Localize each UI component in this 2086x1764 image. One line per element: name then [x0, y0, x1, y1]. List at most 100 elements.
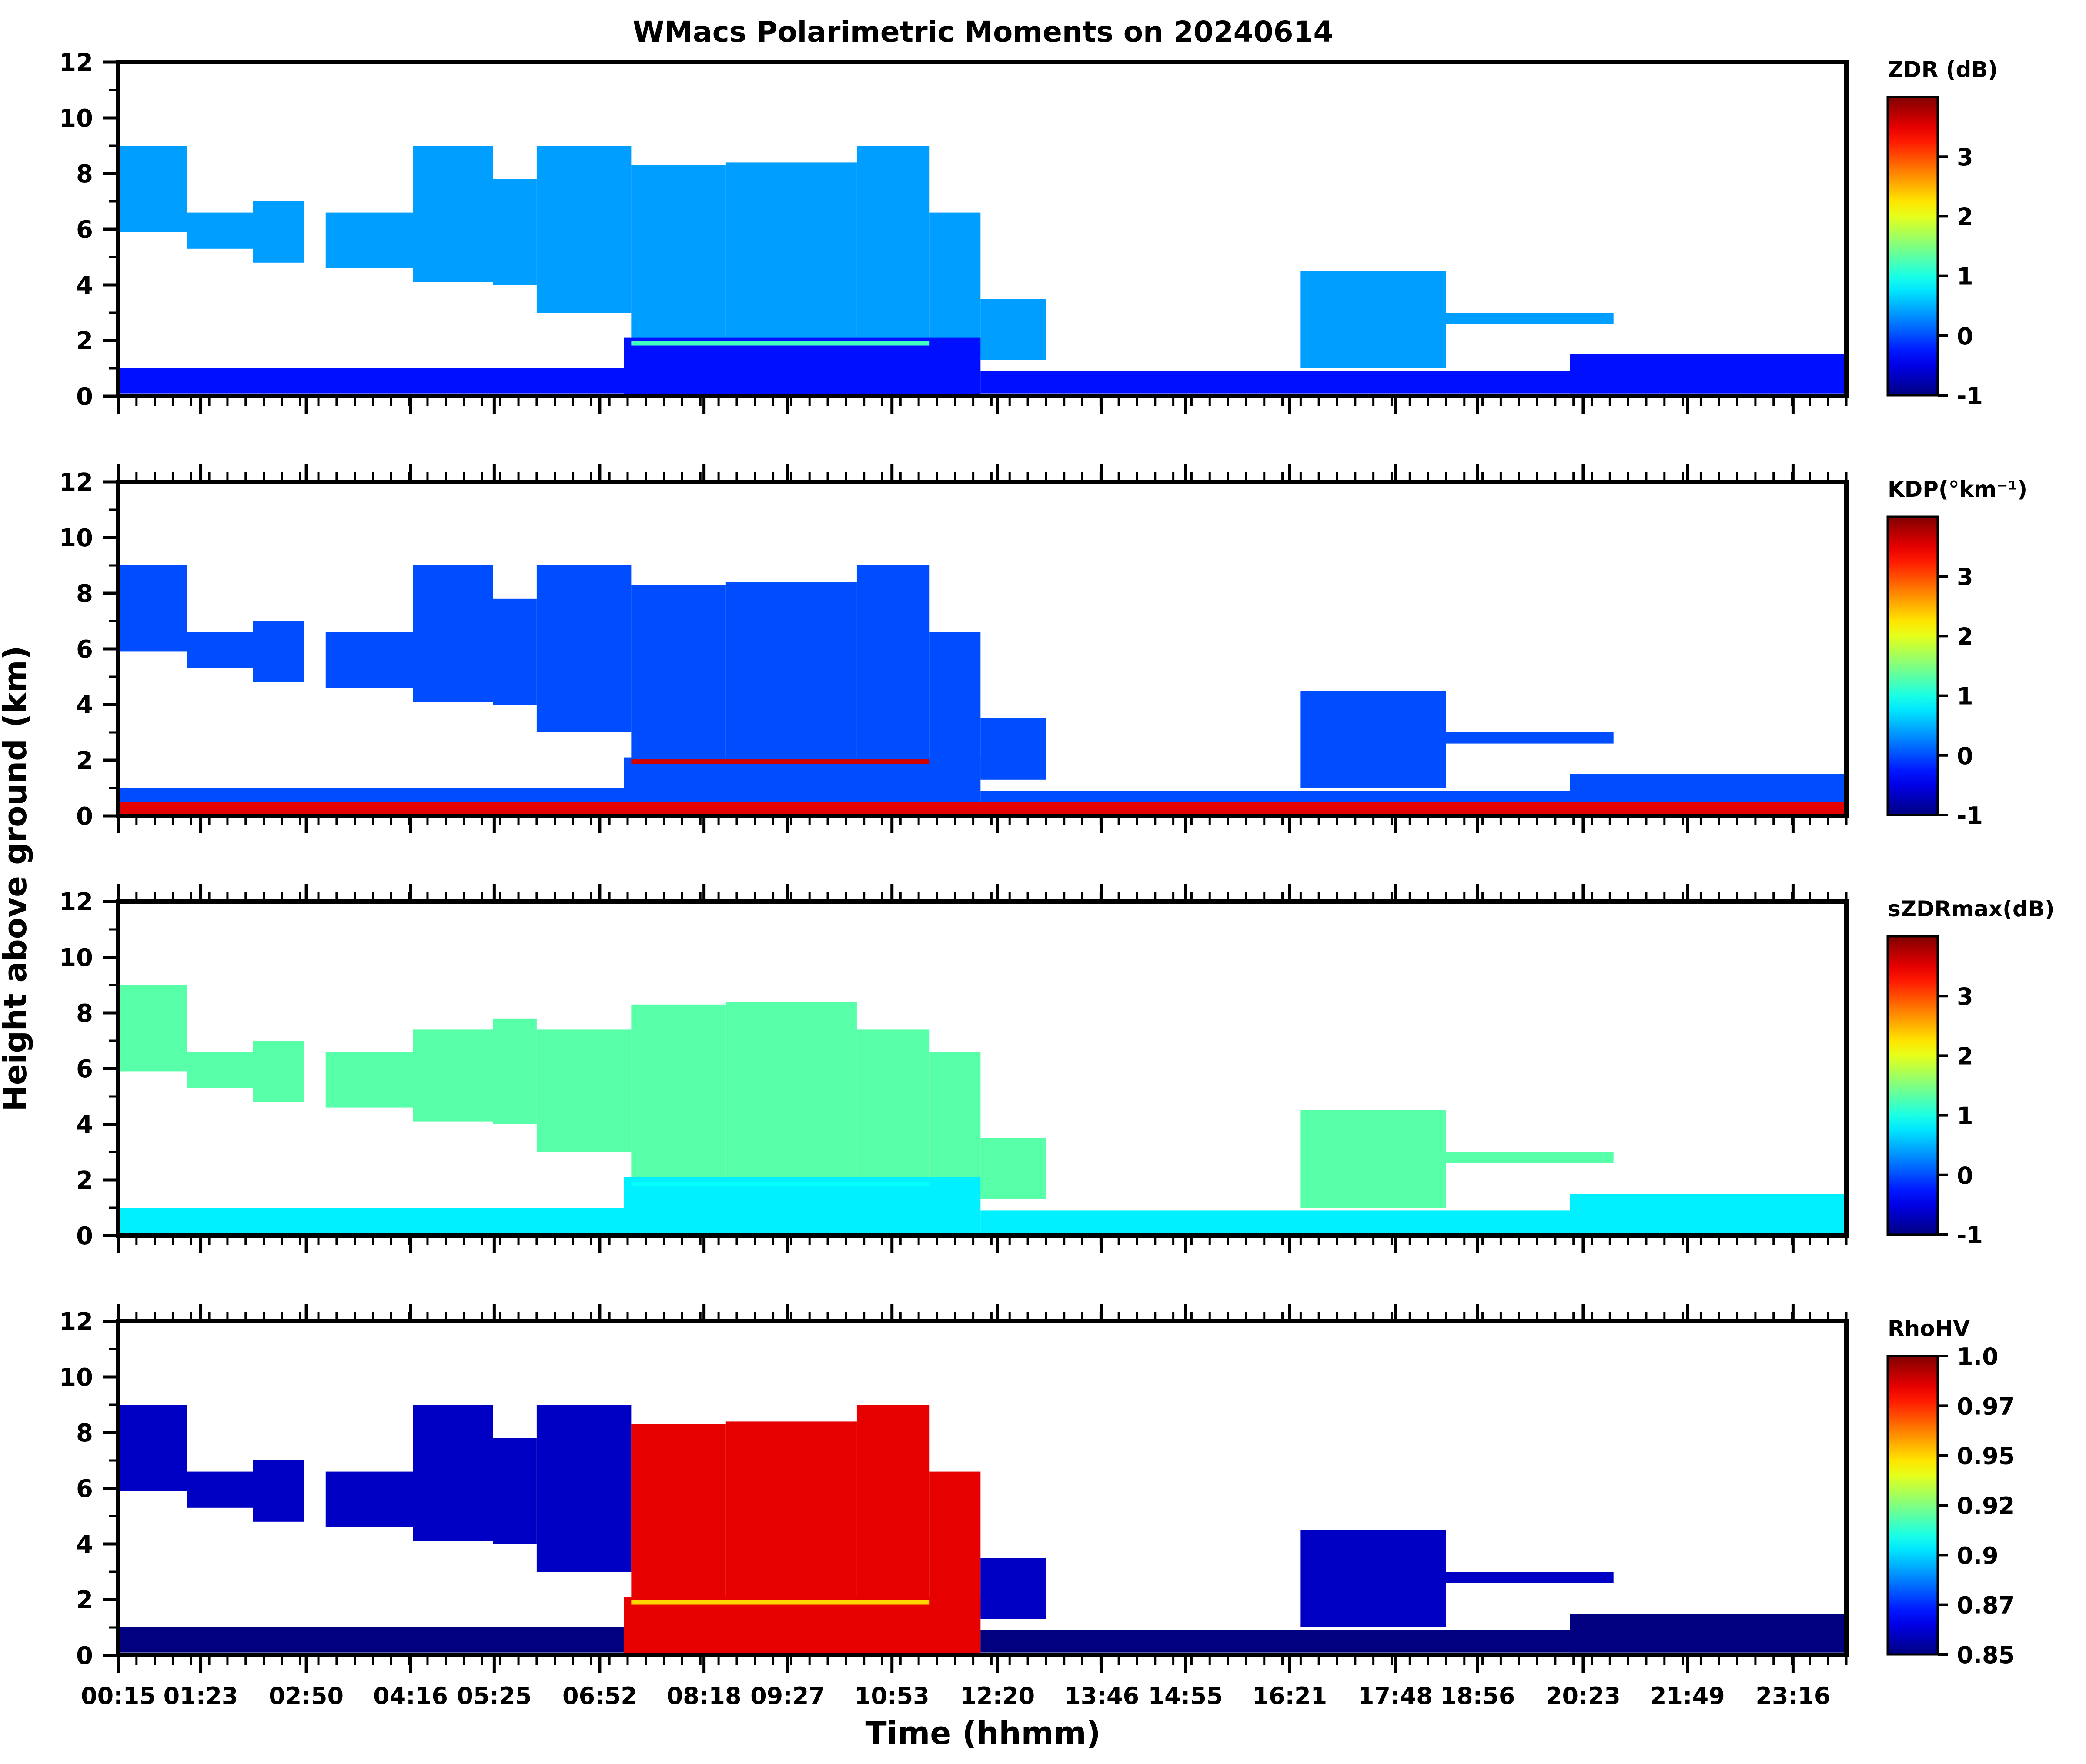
echo-block — [253, 1041, 304, 1102]
y-tick-label: 10 — [59, 524, 93, 552]
echo-block — [325, 632, 428, 688]
colorbar-tick-label: -1 — [1957, 802, 1983, 829]
y-axis-label: Height above ground (km) — [0, 646, 33, 1112]
panel-rhohv: 0 2 4 6 8 10 12 00:15 01:23 02:50 04:16 05:25 06:52 0… — [59, 1304, 2015, 1710]
colorbar-tick-label: 0.92 — [1957, 1492, 2015, 1520]
echo-block — [118, 1627, 624, 1653]
x-tick-label: 23:16 — [1755, 1682, 1830, 1710]
y-tick-label: 10 — [59, 1363, 93, 1392]
colorbar-label: sZDRmax(dB) — [1888, 896, 2055, 922]
surface-band — [118, 802, 1846, 816]
echo-block — [1446, 1572, 1614, 1583]
x-axis-label: Time (hhmm) — [865, 1715, 1100, 1751]
y-tick-label: 8 — [76, 160, 93, 188]
echo-block — [413, 146, 493, 282]
x-tick-label: 12:20 — [960, 1682, 1035, 1710]
echo-block — [187, 1471, 253, 1508]
x-tick-label: 05:25 — [457, 1682, 532, 1710]
echo-block — [980, 299, 1046, 360]
y-tick-label: 6 — [76, 1055, 93, 1083]
colorbar-tick-label: 0.87 — [1957, 1592, 2015, 1619]
colorbar-ramp — [1886, 515, 1939, 816]
x-tick-label: 02:50 — [269, 1682, 344, 1710]
colorbar-szdrmax: sZDRmax(dB) -1 0 1 2 3 — [1886, 896, 2055, 1249]
echo-block — [1300, 691, 1446, 788]
colorbar-tick-label: 2 — [1957, 203, 1973, 231]
y-tick-label: 12 — [59, 49, 93, 77]
echo-block — [631, 1004, 726, 1194]
y-tick-label: 2 — [76, 1586, 93, 1614]
echo-layer — [118, 985, 1846, 1236]
colorbar-tick-label: 0.95 — [1957, 1443, 2015, 1470]
echo-block — [536, 146, 632, 313]
echo-block — [929, 1471, 981, 1617]
echo-block — [1300, 1530, 1446, 1627]
echo-block — [1446, 1152, 1614, 1163]
colorbar-tick-label: 0.9 — [1957, 1542, 1999, 1569]
echo-block — [631, 1424, 726, 1614]
colorbar-tick-label: -1 — [1957, 382, 1983, 410]
echo-block — [536, 1405, 632, 1572]
y-tick-label: 8 — [76, 580, 93, 608]
colorbar-tick-label: 0 — [1957, 1162, 1973, 1189]
y-tick-label: 4 — [76, 271, 93, 300]
echo-block — [536, 565, 632, 732]
y-tick-label: 4 — [76, 1111, 93, 1139]
x-tick-label: 08:18 — [667, 1682, 742, 1710]
echo-block — [118, 146, 187, 232]
echo-layer — [118, 565, 1846, 816]
y-tick-label: 4 — [76, 691, 93, 719]
y-tick-label: 2 — [76, 327, 93, 355]
x-tick-label: 01:23 — [164, 1682, 238, 1710]
y-tick-label: 12 — [59, 468, 93, 497]
y-tick-label: 0 — [76, 383, 93, 411]
echo-block — [631, 585, 726, 774]
echo-block — [725, 162, 857, 346]
echo-block — [325, 1471, 428, 1527]
echo-block — [856, 1029, 930, 1183]
echo-block — [980, 1138, 1046, 1199]
colorbar-tick-label: 0.97 — [1957, 1393, 2015, 1420]
y-tick-label: 2 — [76, 1166, 93, 1195]
echo-block — [118, 565, 187, 652]
colorbar-tick-label: 0 — [1957, 742, 1973, 770]
y-tick-label: 10 — [59, 944, 93, 972]
echo-block — [1570, 1194, 1846, 1233]
echo-block — [253, 621, 304, 682]
colorbar-tick-label: 1 — [1957, 1102, 1973, 1130]
x-tick-label: 17:48 — [1358, 1682, 1433, 1710]
echo-block — [118, 368, 624, 394]
echo-block — [1570, 1614, 1846, 1653]
x-tick-label: 18:56 — [1440, 1682, 1515, 1710]
echo-block — [325, 1052, 428, 1108]
echo-block — [493, 1438, 537, 1544]
x-tick-label: 14:55 — [1148, 1682, 1223, 1710]
melting-layer-line — [631, 759, 930, 764]
colorbar-tick-label: 3 — [1957, 563, 1973, 591]
colorbar-tick-label: 2 — [1957, 1042, 1973, 1070]
echo-block — [725, 1002, 857, 1186]
y-tick-label: 0 — [76, 1642, 93, 1670]
echo-block — [493, 1018, 537, 1124]
echo-block — [980, 1558, 1046, 1619]
echo-block — [413, 1405, 493, 1541]
x-tick-label: 10:53 — [855, 1682, 929, 1710]
echo-block — [725, 1421, 857, 1605]
x-tick-label: 16:21 — [1252, 1682, 1327, 1710]
colorbar-tick-label: 3 — [1957, 983, 1973, 1010]
echo-block — [1446, 313, 1614, 324]
y-tick-label: 6 — [76, 1475, 93, 1503]
figure-title: WMacs Polarimetric Moments on 20240614 — [633, 15, 1334, 49]
echo-block — [413, 565, 493, 702]
melting-layer-line — [631, 341, 930, 346]
echo-block — [413, 1029, 493, 1122]
x-tick-label: 00:15 — [81, 1682, 156, 1710]
echo-layer — [118, 1405, 1846, 1655]
echo-block — [1570, 354, 1846, 394]
melting-layer-line — [631, 1182, 930, 1186]
colorbar-tick-label: 0 — [1957, 323, 1973, 350]
echo-block — [536, 1029, 632, 1152]
